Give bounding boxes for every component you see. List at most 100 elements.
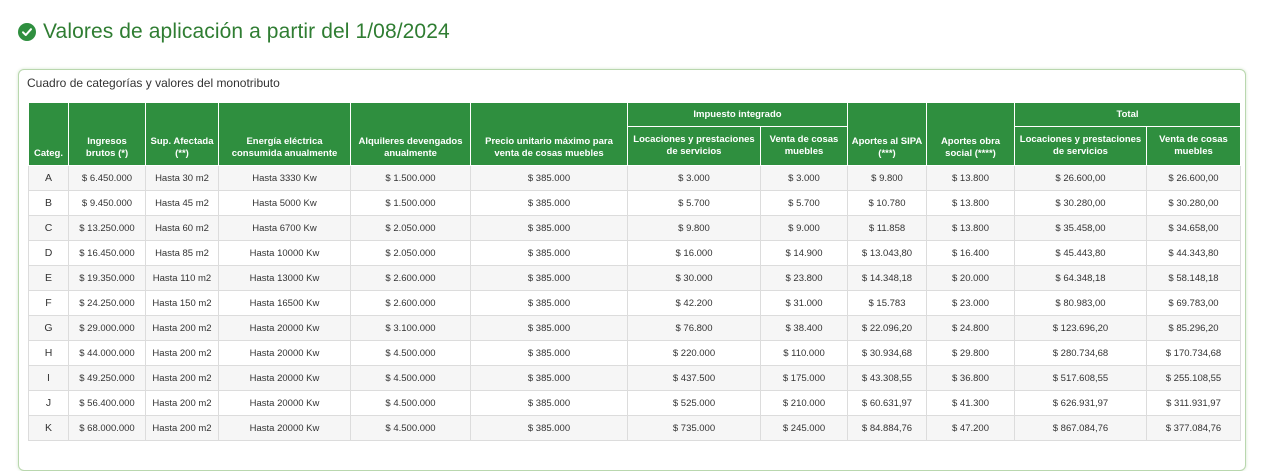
cell-tot-venta: $ 69.783,00 — [1146, 290, 1241, 316]
cell-imp-loc: $ 42.200 — [627, 290, 761, 316]
cell-categ: A — [28, 165, 69, 191]
cell-tot-loc: $ 517.608,55 — [1014, 365, 1147, 391]
cell-precio: $ 385.000 — [470, 340, 628, 366]
cell-categ: H — [28, 340, 69, 366]
cell-tot-venta: $ 44.343,80 — [1146, 240, 1241, 266]
cell-imp-venta: $ 3.000 — [760, 165, 848, 191]
cell-ingresos: $ 9.450.000 — [68, 190, 146, 216]
cell-alquileres: $ 2.050.000 — [350, 240, 471, 266]
cell-energia: Hasta 20000 Kw — [218, 390, 351, 416]
cell-tot-loc: $ 35.458,00 — [1014, 215, 1147, 241]
cell-imp-loc: $ 735.000 — [627, 415, 761, 441]
cell-categ: B — [28, 190, 69, 216]
cell-imp-loc: $ 16.000 — [627, 240, 761, 266]
cell-precio: $ 385.000 — [470, 240, 628, 266]
cell-energia: Hasta 5000 Kw — [218, 190, 351, 216]
cell-tot-loc: $ 64.348,18 — [1014, 265, 1147, 291]
cell-tot-venta: $ 34.658,00 — [1146, 215, 1241, 241]
page-header: Valores de aplicación a partir del 1/08/… — [18, 18, 450, 46]
cell-categ: F — [28, 290, 69, 316]
cell-obra: $ 13.800 — [926, 190, 1015, 216]
cell-tot-venta: $ 255.108,55 — [1146, 365, 1241, 391]
cell-imp-loc: $ 525.000 — [627, 390, 761, 416]
header-precio: Precio unitario máximo para venta de cos… — [470, 102, 628, 166]
cell-imp-loc: $ 3.000 — [627, 165, 761, 191]
table-row: F $ 24.250.000 Hasta 150 m2 Hasta 16500 Kw $… — [28, 290, 1241, 316]
header-ingresos: Ingresos brutos (*) — [68, 102, 146, 166]
cell-energia: Hasta 3330 Kw — [218, 165, 351, 191]
cell-energia: Hasta 20000 Kw — [218, 340, 351, 366]
cell-obra: $ 16.400 — [926, 240, 1015, 266]
cell-ingresos: $ 13.250.000 — [68, 215, 146, 241]
cell-sipa: $ 60.631,97 — [847, 390, 927, 416]
cell-precio: $ 385.000 — [470, 190, 628, 216]
cell-categ: J — [28, 390, 69, 416]
header-tot-venta: Venta de cosas muebles — [1146, 126, 1241, 166]
header-total-group: Total — [1014, 102, 1241, 127]
monotributo-table: Categ. Ingresos brutos (*) Sup. Afectada… — [28, 102, 1241, 441]
cell-imp-venta: $ 38.400 — [760, 315, 848, 341]
header-obra: Aportes obra social (****) — [926, 102, 1015, 166]
cell-sipa: $ 14.348,18 — [847, 265, 927, 291]
cell-alquileres: $ 4.500.000 — [350, 340, 471, 366]
cell-imp-venta: $ 210.000 — [760, 390, 848, 416]
cell-energia: Hasta 20000 Kw — [218, 315, 351, 341]
cell-imp-loc: $ 9.800 — [627, 215, 761, 241]
cell-obra: $ 13.800 — [926, 165, 1015, 191]
cell-sup: Hasta 45 m2 — [145, 190, 219, 216]
cell-sipa: $ 84.884,76 — [847, 415, 927, 441]
cell-imp-venta: $ 110.000 — [760, 340, 848, 366]
monotributo-panel: Cuadro de categorías y valores del monot… — [18, 69, 1246, 471]
table-row: D $ 16.450.000 Hasta 85 m2 Hasta 10000 Kw $ … — [28, 240, 1241, 266]
header-categ: Categ. — [28, 102, 69, 166]
header-sipa: Aportes al SIPA (***) — [847, 102, 927, 166]
cell-obra: $ 47.200 — [926, 415, 1015, 441]
cell-imp-venta: $ 245.000 — [760, 415, 848, 441]
cell-ingresos: $ 29.000.000 — [68, 315, 146, 341]
cell-sipa: $ 10.780 — [847, 190, 927, 216]
cell-alquileres: $ 1.500.000 — [350, 165, 471, 191]
cell-ingresos: $ 44.000.000 — [68, 340, 146, 366]
cell-categ: G — [28, 315, 69, 341]
cell-ingresos: $ 16.450.000 — [68, 240, 146, 266]
cell-energia: Hasta 10000 Kw — [218, 240, 351, 266]
cell-imp-loc: $ 5.700 — [627, 190, 761, 216]
table-row: E $ 19.350.000 Hasta 110 m2 Hasta 13000 Kw $… — [28, 265, 1241, 291]
cell-energia: Hasta 6700 Kw — [218, 215, 351, 241]
cell-precio: $ 385.000 — [470, 315, 628, 341]
header-energia: Energía eléctrica consumida anualmente — [218, 102, 351, 166]
cell-imp-venta: $ 31.000 — [760, 290, 848, 316]
header-row-sub: Locaciones y prestaciones de servicios V… — [29, 126, 1241, 166]
cell-imp-loc: $ 30.000 — [627, 265, 761, 291]
cell-tot-loc: $ 867.084,76 — [1014, 415, 1147, 441]
cell-sup: Hasta 200 m2 — [145, 365, 219, 391]
header-alquileres: Alquileres devengados anualmente — [350, 102, 471, 166]
cell-alquileres: $ 2.600.000 — [350, 290, 471, 316]
cell-energia: Hasta 13000 Kw — [218, 265, 351, 291]
cell-obra: $ 23.000 — [926, 290, 1015, 316]
cell-sup: Hasta 85 m2 — [145, 240, 219, 266]
cell-alquileres: $ 2.050.000 — [350, 215, 471, 241]
cell-tot-venta: $ 26.600,00 — [1146, 165, 1241, 191]
cell-tot-venta: $ 58.148,18 — [1146, 265, 1241, 291]
header-sup: Sup. Afectada (**) — [145, 102, 219, 166]
cell-imp-venta: $ 175.000 — [760, 365, 848, 391]
cell-alquileres: $ 4.500.000 — [350, 390, 471, 416]
cell-sup: Hasta 200 m2 — [145, 315, 219, 341]
cell-tot-venta: $ 30.280,00 — [1146, 190, 1241, 216]
header-row-top: Categ. Ingresos brutos (*) Sup. Afectada… — [28, 102, 1241, 166]
cell-energia: Hasta 20000 Kw — [218, 365, 351, 391]
cell-tot-loc: $ 80.983,00 — [1014, 290, 1147, 316]
cell-precio: $ 385.000 — [470, 365, 628, 391]
page-title: Valores de aplicación a partir del 1/08/… — [43, 20, 450, 43]
table-row: J $ 56.400.000 Hasta 200 m2 Hasta 20000 Kw $… — [28, 390, 1241, 416]
cell-imp-venta: $ 23.800 — [760, 265, 848, 291]
cell-obra: $ 36.800 — [926, 365, 1015, 391]
cell-tot-loc: $ 26.600,00 — [1014, 165, 1147, 191]
table-body: A $ 6.450.000 Hasta 30 m2 Hasta 3330 Kw $ 1.… — [28, 165, 1241, 441]
cell-categ: I — [28, 365, 69, 391]
cell-energia: Hasta 20000 Kw — [218, 415, 351, 441]
cell-alquileres: $ 1.500.000 — [350, 190, 471, 216]
cell-categ: K — [28, 415, 69, 441]
cell-obra: $ 29.800 — [926, 340, 1015, 366]
